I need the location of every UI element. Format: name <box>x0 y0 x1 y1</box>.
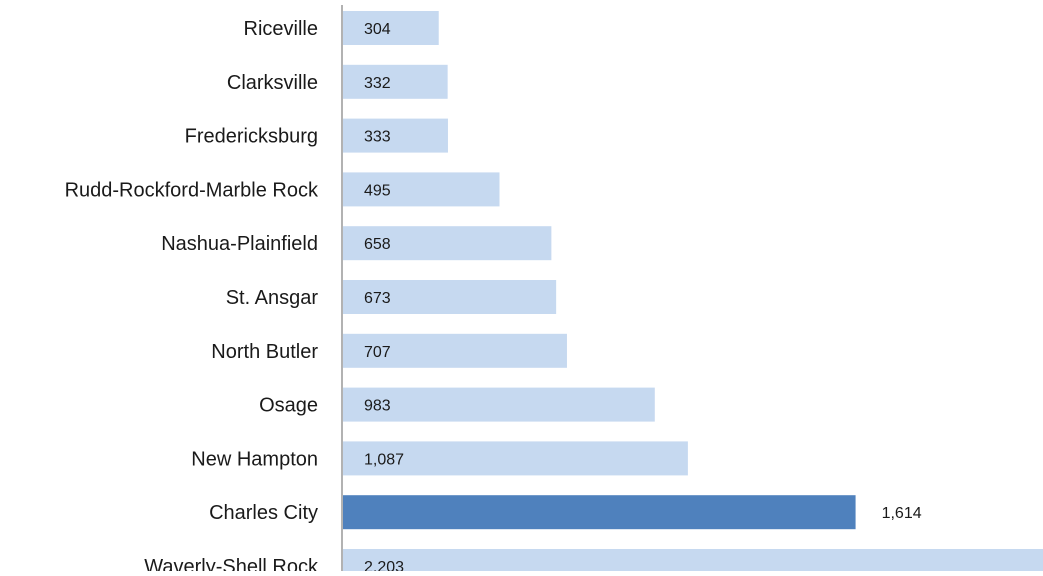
value-label-rudd-rockford-marble-rock: 495 <box>364 182 391 199</box>
bar-charles-city <box>343 495 856 530</box>
bar-riceville <box>343 11 439 45</box>
value-label-fredericksburg: 333 <box>364 129 391 146</box>
bar-clarksville <box>343 64 448 99</box>
bar-osage <box>343 387 655 422</box>
category-label-clarksville: Clarksville <box>227 72 318 94</box>
category-label-st-ansgar: St. Ansgar <box>226 287 319 309</box>
value-label-waverly-shell-rock: 2,203 <box>364 559 404 571</box>
bar-fredericksburg <box>343 118 448 153</box>
value-label-clarksville: 332 <box>364 75 391 92</box>
value-label-charles-city: 1,614 <box>882 505 922 522</box>
category-label-osage: Osage <box>259 395 318 417</box>
category-label-north-butler: North Butler <box>211 341 318 363</box>
value-label-north-butler: 707 <box>364 344 391 361</box>
bar-waverly-shell-rock <box>343 549 1043 576</box>
category-label-fredericksburg: Fredericksburg <box>185 126 318 148</box>
bars-layer <box>343 11 1043 576</box>
value-label-nashua-plainfield: 658 <box>364 236 391 253</box>
bar-nashua-plainfield <box>343 226 552 261</box>
category-label-nashua-plainfield: Nashua-Plainfield <box>161 233 318 255</box>
bar-rudd-rockford-marble-rock <box>343 172 500 207</box>
value-label-st-ansgar: 673 <box>364 290 391 307</box>
category-label-rudd-rockford-marble-rock: Rudd-Rockford-Marble Rock <box>65 179 319 201</box>
bar-north-butler <box>343 333 567 368</box>
category-label-riceville: Riceville <box>244 18 318 40</box>
value-label-osage: 983 <box>364 398 391 415</box>
bar-new-hampton <box>343 441 688 476</box>
category-label-waverly-shell-rock: Waverly-Shell Rock <box>144 556 319 571</box>
value-label-new-hampton: 1,087 <box>364 451 404 468</box>
value-label-riceville: 304 <box>364 21 391 38</box>
labels-layer: Riceville 304 Clarksville 332 Fredericksburg… <box>65 18 922 576</box>
category-label-charles-city: Charles City <box>209 502 318 524</box>
bar-st-ansgar <box>343 280 557 314</box>
category-label-new-hampton: New Hampton <box>191 448 318 470</box>
